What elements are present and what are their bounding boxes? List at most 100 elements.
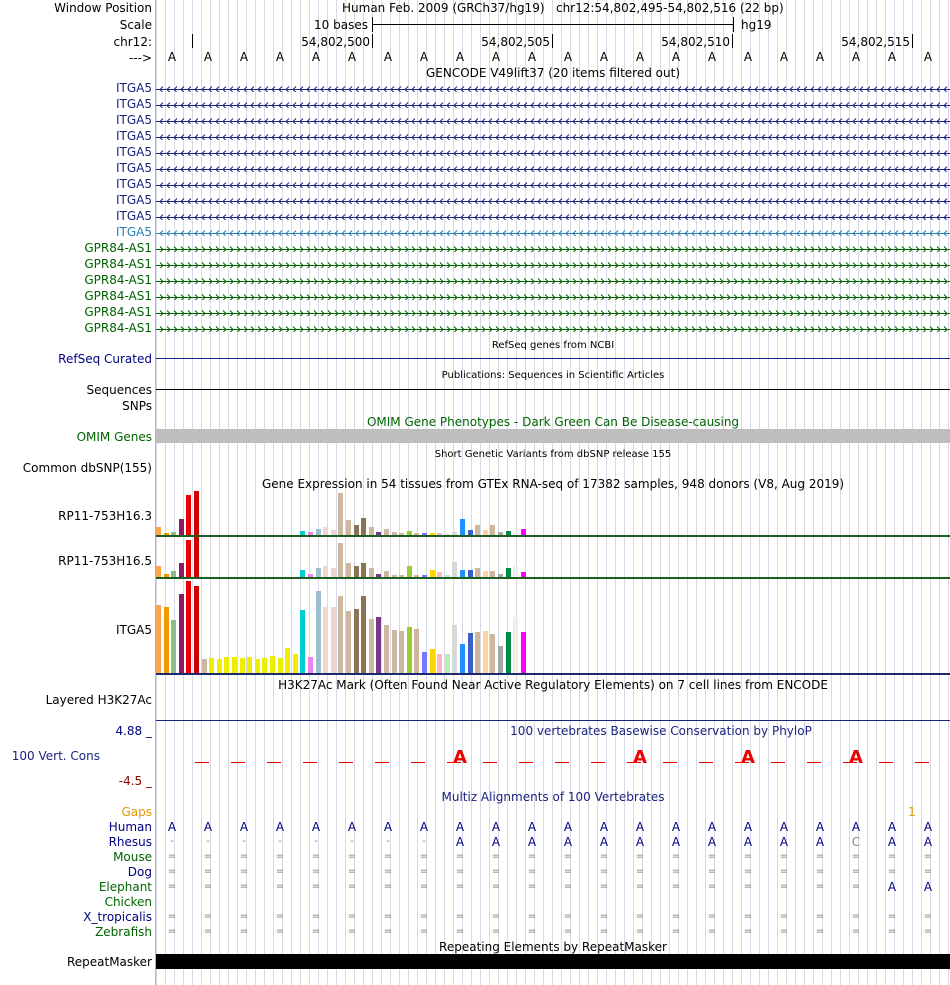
gtex-bar[interactable] bbox=[498, 646, 503, 673]
gencode-gene-label[interactable]: GPR84-AS1 bbox=[84, 257, 152, 271]
gtex-bar[interactable] bbox=[232, 657, 237, 673]
gtex-bar[interactable] bbox=[422, 652, 427, 673]
gencode-transcript[interactable] bbox=[156, 275, 950, 284]
refseq-title[interactable]: RefSeq genes from NCBI bbox=[491, 340, 615, 351]
gtex-bar[interactable] bbox=[384, 625, 389, 673]
gtex-bar[interactable] bbox=[376, 532, 382, 535]
gtex-bar[interactable] bbox=[178, 519, 184, 535]
gencode-gene-label[interactable]: ITGA5 bbox=[115, 97, 152, 111]
gtex-bar[interactable] bbox=[429, 649, 435, 673]
dbsnp-label[interactable]: Common dbSNP(155) bbox=[22, 461, 152, 475]
gtex-bar[interactable] bbox=[460, 519, 465, 535]
gtex-bar[interactable] bbox=[520, 529, 526, 535]
gtex-bar[interactable] bbox=[178, 594, 184, 673]
gtex-gene-label[interactable]: RP11-753H16.5 bbox=[58, 554, 152, 568]
gencode-gene-label[interactable]: GPR84-AS1 bbox=[84, 273, 152, 287]
gtex-bar[interactable] bbox=[475, 632, 481, 673]
gtex-bar[interactable] bbox=[353, 525, 359, 535]
gtex-bar[interactable] bbox=[467, 530, 473, 535]
gencode-transcript[interactable] bbox=[156, 259, 950, 268]
gtex-bar[interactable] bbox=[414, 629, 420, 673]
gtex-bar[interactable] bbox=[467, 633, 473, 673]
gtex-bar[interactable] bbox=[498, 532, 503, 535]
gtex-bar[interactable] bbox=[194, 491, 199, 535]
gtex-bar[interactable] bbox=[186, 495, 192, 535]
gencode-transcript[interactable] bbox=[156, 243, 950, 252]
gtex-bar[interactable] bbox=[482, 530, 488, 535]
multiz-species-label[interactable]: Rhesus bbox=[108, 835, 152, 849]
multiz-title[interactable]: Multiz Alignments of 100 Vertebrates bbox=[441, 790, 665, 804]
gencode-gene-label[interactable]: GPR84-AS1 bbox=[84, 305, 152, 319]
gencode-transcript[interactable] bbox=[156, 323, 950, 332]
gtex-bar[interactable] bbox=[330, 568, 336, 577]
dbsnp-title[interactable]: Short Genetic Variants from dbSNP releas… bbox=[434, 449, 672, 460]
gtex-bar[interactable] bbox=[376, 574, 382, 577]
gencode-transcript[interactable] bbox=[156, 195, 950, 204]
gencode-transcript[interactable] bbox=[156, 291, 950, 300]
gtex-bar[interactable] bbox=[444, 534, 450, 535]
multiz-species-label[interactable]: Chicken bbox=[104, 895, 152, 909]
gencode-gene-label[interactable]: ITGA5 bbox=[115, 161, 152, 175]
gtex-bar[interactable] bbox=[437, 654, 443, 673]
gtex-bar[interactable] bbox=[391, 630, 397, 673]
gencode-transcript[interactable] bbox=[156, 83, 950, 92]
gtex-bar[interactable] bbox=[376, 617, 382, 673]
gtex-bar[interactable] bbox=[186, 540, 192, 577]
gtex-bar[interactable] bbox=[216, 659, 222, 673]
gencode-gene-label[interactable]: ITGA5 bbox=[115, 177, 152, 191]
gtex-bar[interactable] bbox=[505, 531, 511, 535]
gtex-bar[interactable] bbox=[444, 654, 450, 673]
gtex-bar[interactable] bbox=[391, 575, 397, 577]
gtex-bar[interactable] bbox=[308, 532, 313, 535]
gtex-bar[interactable] bbox=[368, 527, 374, 535]
gtex-bar[interactable] bbox=[414, 533, 420, 535]
omim-label[interactable]: OMIM Genes bbox=[76, 430, 152, 444]
cons-label[interactable]: 100 Vert. Cons bbox=[11, 749, 100, 763]
gtex-bar[interactable] bbox=[475, 568, 481, 577]
gencode-gene-label[interactable]: ITGA5 bbox=[115, 145, 152, 159]
omim-feature[interactable] bbox=[156, 429, 950, 443]
gtex-bar[interactable] bbox=[277, 658, 283, 673]
gtex-title[interactable]: Gene Expression in 54 tissues from GTEx … bbox=[261, 477, 845, 491]
gtex-bar[interactable] bbox=[482, 571, 488, 577]
gtex-bar[interactable] bbox=[262, 658, 268, 673]
snps-label[interactable]: SNPs bbox=[122, 399, 152, 413]
gtex-bar[interactable] bbox=[467, 570, 473, 577]
gtex-bar[interactable] bbox=[399, 631, 405, 673]
refseq-line[interactable] bbox=[156, 358, 950, 359]
gencode-gene-label[interactable]: GPR84-AS1 bbox=[84, 289, 152, 303]
gtex-bar[interactable] bbox=[315, 568, 321, 577]
gtex-bar[interactable] bbox=[247, 657, 253, 673]
gtex-bar[interactable] bbox=[308, 574, 313, 577]
gtex-gene-label[interactable]: RP11-753H16.3 bbox=[58, 509, 152, 523]
gencode-transcript[interactable] bbox=[156, 131, 950, 140]
gtex-bar[interactable] bbox=[171, 532, 177, 535]
gencode-transcript[interactable] bbox=[156, 99, 950, 108]
gtex-bar[interactable] bbox=[406, 627, 412, 673]
multiz-species-label[interactable]: Elephant bbox=[98, 880, 152, 894]
gtex-bar[interactable] bbox=[338, 596, 344, 673]
gtex-bar[interactable] bbox=[520, 572, 526, 577]
gtex-bar[interactable] bbox=[361, 596, 367, 673]
gtex-bar[interactable] bbox=[330, 607, 336, 673]
gencode-transcript[interactable] bbox=[156, 163, 950, 172]
gtex-bar[interactable] bbox=[429, 570, 435, 577]
gtex-bar[interactable] bbox=[361, 518, 367, 535]
gtex-bar[interactable] bbox=[490, 571, 496, 577]
gencode-gene-label[interactable]: ITGA5 bbox=[115, 193, 152, 207]
gencode-gene-label[interactable]: ITGA5 bbox=[115, 209, 152, 223]
gtex-bar[interactable] bbox=[300, 610, 306, 673]
multiz-species-label[interactable]: Human bbox=[108, 820, 152, 834]
gtex-bar[interactable] bbox=[270, 656, 275, 673]
gtex-bar[interactable] bbox=[178, 563, 184, 577]
gencode-gene-label[interactable]: ITGA5 bbox=[115, 113, 152, 127]
gtex-bar[interactable] bbox=[194, 537, 199, 577]
rmsk-label[interactable]: RepeatMasker bbox=[66, 955, 152, 969]
gtex-bar[interactable] bbox=[285, 648, 291, 673]
gaps-label[interactable]: Gaps bbox=[121, 805, 152, 819]
gtex-bar[interactable] bbox=[300, 570, 306, 577]
pubs-title[interactable]: Publications: Sequences in Scientific Ar… bbox=[441, 370, 665, 381]
gtex-bar[interactable] bbox=[330, 530, 336, 535]
gtex-bar[interactable] bbox=[338, 543, 344, 577]
gtex-bar[interactable] bbox=[346, 611, 351, 673]
